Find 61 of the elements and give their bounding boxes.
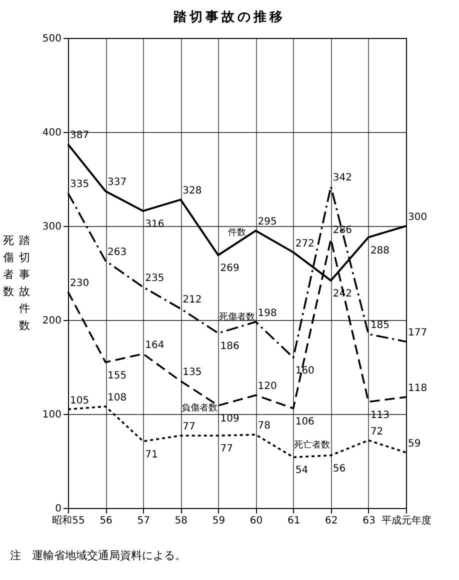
data-label: 230 xyxy=(70,278,90,289)
x-tick-label: 61 xyxy=(287,516,300,526)
y-tick-label: 500 xyxy=(42,34,62,44)
y-tick-label: 200 xyxy=(42,316,62,326)
y-axis-title: 踏切事故件数 xyxy=(18,233,31,334)
data-label: 78 xyxy=(258,420,271,432)
y-tick-label: 300 xyxy=(42,222,62,232)
data-label: 328 xyxy=(182,186,202,197)
data-label: 337 xyxy=(108,177,127,188)
y-tick-label: 400 xyxy=(42,128,62,138)
data-label: 155 xyxy=(108,370,127,382)
data-label: 109 xyxy=(220,414,240,425)
data-label: 177 xyxy=(408,328,428,339)
data-label: 300 xyxy=(408,212,428,223)
x-tick-label: 平成元年度 xyxy=(382,514,432,526)
data-label: 59 xyxy=(408,438,421,450)
text: 死傷者数 xyxy=(2,233,15,300)
data-label: 235 xyxy=(145,273,164,284)
y-tick-label: 0 xyxy=(55,504,62,514)
data-label: 105 xyxy=(70,395,90,406)
text: 注 運輸省地域交通局資料による。 xyxy=(10,548,186,563)
data-label: 263 xyxy=(108,246,127,258)
x-tick-label: 57 xyxy=(137,516,150,526)
data-label: 185 xyxy=(370,320,390,332)
series-label: 死傷者数 xyxy=(219,312,255,323)
data-label: 286 xyxy=(332,225,352,236)
x-tick-label: 62 xyxy=(325,516,338,526)
x-tick-label: 昭和55 xyxy=(52,514,85,526)
data-label: 56 xyxy=(332,463,346,474)
data-label: 160 xyxy=(295,366,314,377)
x-tick-label: 58 xyxy=(174,516,188,526)
data-label: 118 xyxy=(408,383,428,394)
data-label: 135 xyxy=(182,367,202,378)
data-label: 198 xyxy=(258,308,277,319)
data-label: 120 xyxy=(258,381,277,392)
data-label: 269 xyxy=(220,263,240,274)
x-tick-label: 59 xyxy=(212,516,226,526)
data-label: 387 xyxy=(70,130,90,142)
data-label: 295 xyxy=(258,216,277,228)
data-label: 72 xyxy=(370,426,384,438)
data-label: 186 xyxy=(220,341,240,352)
data-label: 108 xyxy=(108,392,127,404)
x-tick-label: 63 xyxy=(362,516,376,526)
data-label: 342 xyxy=(332,172,352,184)
data-label: 77 xyxy=(182,422,196,433)
data-label: 272 xyxy=(295,238,314,250)
data-label: 212 xyxy=(182,294,202,306)
chart-title: 踏切事故の推移 xyxy=(172,9,286,26)
data-label: 71 xyxy=(145,449,158,460)
y-tick-label: 100 xyxy=(42,410,62,420)
data-label: 288 xyxy=(370,245,390,256)
data-label: 106 xyxy=(295,416,314,428)
data-label: 54 xyxy=(295,465,308,476)
series-label: 件数 xyxy=(228,226,246,238)
series-label: 死亡者数 xyxy=(294,439,330,450)
data-label: 164 xyxy=(145,340,164,351)
x-tick-label: 56 xyxy=(100,516,112,526)
data-label: 335 xyxy=(70,179,90,190)
x-tick-label: 60 xyxy=(250,516,263,526)
data-label: 77 xyxy=(220,444,233,455)
series-label: 負傷者数 xyxy=(181,402,218,414)
